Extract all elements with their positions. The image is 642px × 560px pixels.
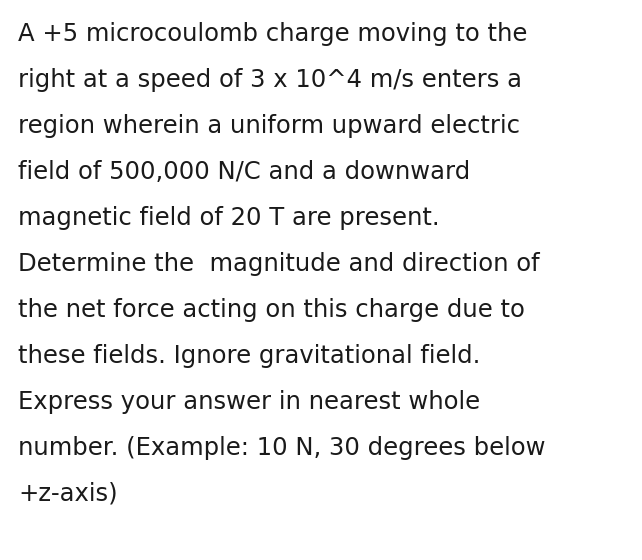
Text: A +5 microcoulomb charge moving to the: A +5 microcoulomb charge moving to the xyxy=(18,22,527,46)
Text: Express your answer in nearest whole: Express your answer in nearest whole xyxy=(18,390,480,414)
Text: region wherein a uniform upward electric: region wherein a uniform upward electric xyxy=(18,114,520,138)
Text: right at a speed of 3 x 10^4 m/s enters a: right at a speed of 3 x 10^4 m/s enters … xyxy=(18,68,522,92)
Text: the net force acting on this charge due to: the net force acting on this charge due … xyxy=(18,298,525,322)
Text: field of 500,000 N/C and a downward: field of 500,000 N/C and a downward xyxy=(18,160,470,184)
Text: number. (Example: 10 N, 30 degrees below: number. (Example: 10 N, 30 degrees below xyxy=(18,436,546,460)
Text: Determine the  magnitude and direction of: Determine the magnitude and direction of xyxy=(18,252,540,276)
Text: these fields. Ignore gravitational field.: these fields. Ignore gravitational field… xyxy=(18,344,480,368)
Text: magnetic field of 20 T are present.: magnetic field of 20 T are present. xyxy=(18,206,440,230)
Text: +z-axis): +z-axis) xyxy=(18,482,117,506)
